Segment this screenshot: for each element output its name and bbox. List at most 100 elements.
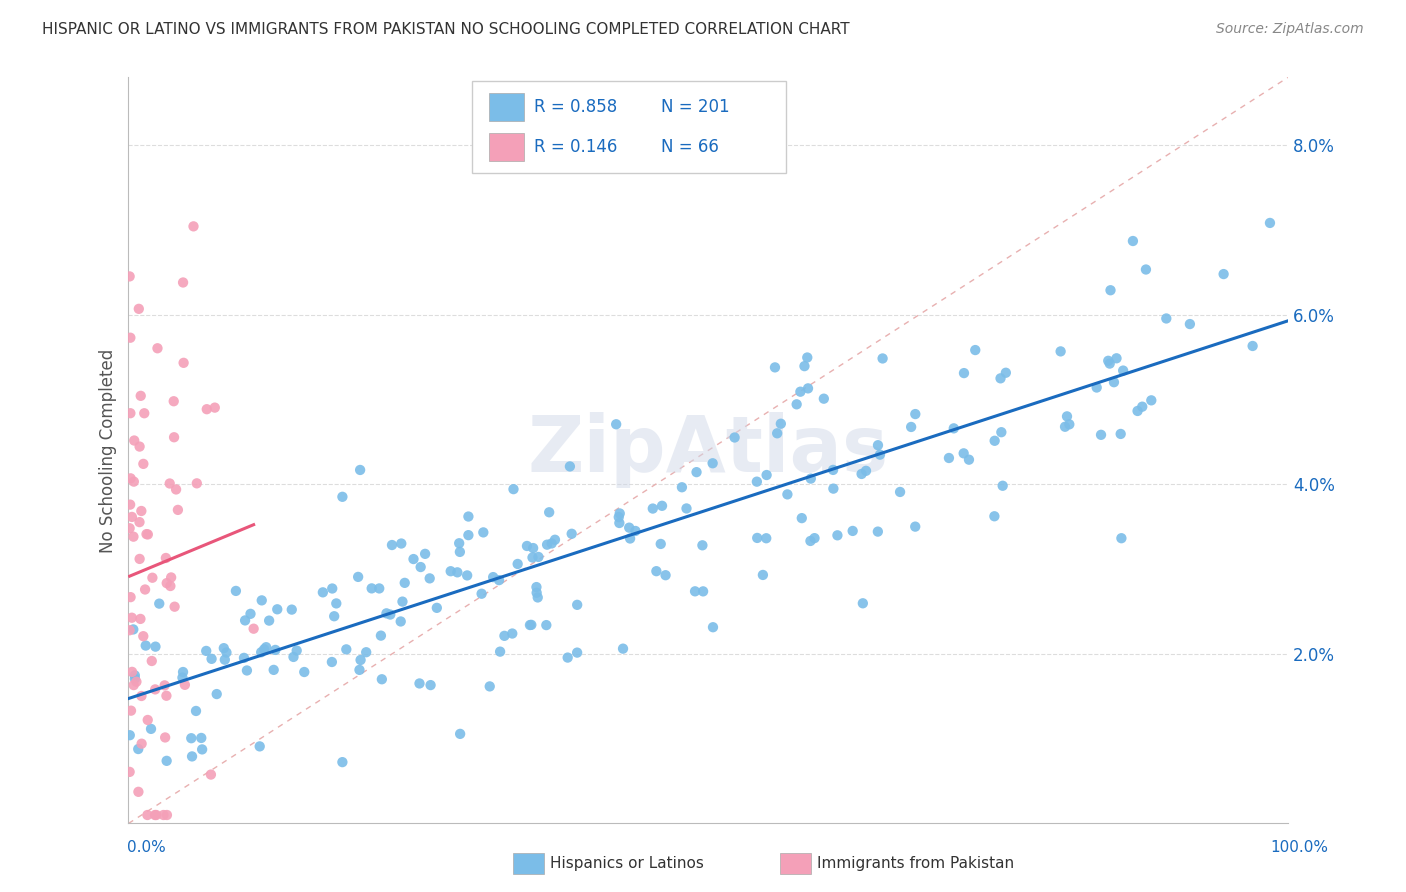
Point xyxy=(128,301,150,316)
Point xyxy=(264,643,287,657)
Point xyxy=(408,676,430,690)
Point xyxy=(292,665,315,679)
Point xyxy=(852,596,875,610)
Point xyxy=(242,622,264,636)
Point xyxy=(671,480,693,494)
Point xyxy=(283,649,305,664)
Point xyxy=(953,366,976,380)
Point xyxy=(212,641,235,656)
Point xyxy=(991,479,1014,493)
Point xyxy=(702,456,724,470)
Point xyxy=(135,639,157,653)
Point xyxy=(904,519,927,533)
Point xyxy=(135,527,157,541)
Point xyxy=(1130,400,1153,414)
Point xyxy=(624,524,647,538)
Point xyxy=(120,331,142,345)
Point xyxy=(124,668,146,682)
Point xyxy=(360,582,382,596)
Point xyxy=(281,602,304,616)
Point xyxy=(118,624,141,638)
Point xyxy=(375,607,398,621)
Point xyxy=(440,564,463,578)
Point xyxy=(983,434,1005,448)
Point xyxy=(702,620,724,634)
Point xyxy=(506,557,529,571)
Point xyxy=(312,585,335,599)
Point xyxy=(183,219,205,234)
Point xyxy=(250,593,273,607)
Point xyxy=(651,499,673,513)
Point xyxy=(139,722,162,736)
Point xyxy=(254,640,277,655)
Point xyxy=(609,516,631,530)
Point xyxy=(159,476,181,491)
Point xyxy=(520,618,543,632)
Point xyxy=(332,490,354,504)
Point xyxy=(866,524,889,539)
Text: R = 0.146: R = 0.146 xyxy=(534,138,617,156)
Point xyxy=(786,397,808,411)
Point xyxy=(122,623,145,637)
Point xyxy=(692,584,714,599)
Point xyxy=(952,446,974,460)
Point xyxy=(538,505,561,519)
Point xyxy=(118,764,141,779)
Point xyxy=(502,482,524,496)
Point xyxy=(122,530,145,544)
Point xyxy=(1126,404,1149,418)
Point xyxy=(335,642,357,657)
Point xyxy=(472,525,495,540)
Point xyxy=(723,430,745,444)
Point xyxy=(419,571,441,585)
Point xyxy=(1140,393,1163,408)
Point xyxy=(136,808,159,822)
Point xyxy=(321,582,343,596)
Point xyxy=(619,521,641,535)
Point xyxy=(683,584,706,599)
Point xyxy=(153,731,176,745)
Point xyxy=(120,590,142,604)
Point xyxy=(426,600,449,615)
Point xyxy=(851,467,873,481)
Point xyxy=(544,533,567,547)
Point xyxy=(942,421,965,435)
Point xyxy=(654,568,676,582)
Point xyxy=(122,678,145,692)
Point xyxy=(120,704,142,718)
Point xyxy=(522,550,544,565)
Point xyxy=(1135,262,1157,277)
Point xyxy=(233,651,256,665)
Point xyxy=(567,598,589,612)
Point xyxy=(163,394,186,409)
Point xyxy=(263,663,285,677)
Point xyxy=(204,401,226,415)
Point xyxy=(516,539,538,553)
Text: 100.0%: 100.0% xyxy=(1271,840,1329,855)
Point xyxy=(1090,427,1112,442)
Point xyxy=(675,501,697,516)
Point xyxy=(143,808,166,822)
Point xyxy=(129,612,152,626)
Point xyxy=(131,689,153,703)
Point xyxy=(1156,311,1178,326)
Point xyxy=(650,537,672,551)
Point xyxy=(354,645,377,659)
Point xyxy=(446,566,468,580)
Point xyxy=(1099,283,1122,297)
Text: N = 66: N = 66 xyxy=(661,138,718,156)
Point xyxy=(797,381,820,395)
Point xyxy=(146,341,169,355)
Point xyxy=(1053,419,1076,434)
Point xyxy=(983,509,1005,524)
Point xyxy=(132,629,155,643)
Point xyxy=(1059,417,1081,432)
Point xyxy=(776,487,799,501)
Point xyxy=(129,389,152,403)
Point xyxy=(449,727,471,741)
Point xyxy=(215,646,238,660)
Point xyxy=(380,607,402,622)
Point xyxy=(489,645,512,659)
Point xyxy=(558,459,581,474)
Point xyxy=(565,646,588,660)
